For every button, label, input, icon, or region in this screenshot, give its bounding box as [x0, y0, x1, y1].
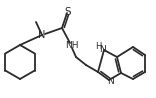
Text: H: H: [95, 41, 101, 50]
Text: N: N: [38, 30, 46, 40]
Text: N: N: [107, 78, 113, 87]
Text: N: N: [100, 44, 106, 54]
Text: NH: NH: [65, 40, 79, 49]
Text: S: S: [65, 7, 71, 17]
